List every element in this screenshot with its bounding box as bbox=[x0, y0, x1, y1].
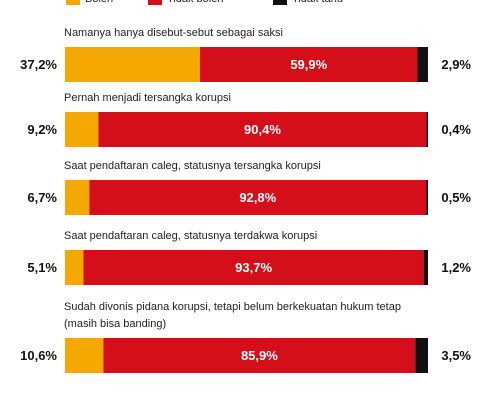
bar-segment bbox=[423, 250, 428, 285]
legend-label: Tidak boleh bbox=[167, 0, 223, 5]
value-label: 6,7% bbox=[27, 190, 57, 205]
bar-segment bbox=[200, 47, 418, 82]
bar-segment bbox=[426, 112, 428, 147]
value-label: 93,7% bbox=[235, 260, 272, 275]
legend-swatch bbox=[148, 0, 162, 5]
category-label: Namanya hanya disebut-sebut sebagai saks… bbox=[64, 27, 283, 39]
bar-segment bbox=[65, 250, 84, 285]
bar-segment bbox=[89, 180, 427, 215]
value-label: 0,4% bbox=[441, 122, 471, 137]
legend-label: Tidak tahu bbox=[292, 0, 343, 5]
category-label: Saat pendaftaran caleg, statusnya tersan… bbox=[64, 160, 321, 172]
bar-segment bbox=[415, 338, 428, 373]
bar-segment bbox=[65, 47, 201, 82]
bar-segment bbox=[65, 180, 90, 215]
bar-segment bbox=[83, 250, 424, 285]
value-label: 9,2% bbox=[27, 122, 57, 137]
bar-segment bbox=[417, 47, 428, 82]
category-label: Sudah divonis pidana korupsi, tetapi bel… bbox=[64, 301, 401, 330]
category-label: Pernah menjadi tersangka korupsi bbox=[64, 92, 231, 104]
legend-label: Boleh bbox=[85, 0, 113, 5]
value-label: 0,5% bbox=[441, 190, 471, 205]
value-label: 10,6% bbox=[20, 348, 57, 363]
bar-segment bbox=[103, 338, 416, 373]
bar-segment bbox=[98, 112, 427, 147]
value-label: 2,9% bbox=[441, 57, 471, 72]
value-label: 37,2% bbox=[20, 57, 57, 72]
value-label: 3,5% bbox=[441, 348, 471, 363]
value-label: 85,9% bbox=[241, 348, 278, 363]
category-label: Saat pendaftaran caleg, statusnya terdak… bbox=[64, 230, 318, 242]
bar-segment bbox=[65, 338, 104, 373]
value-label: 1,2% bbox=[441, 260, 471, 275]
value-label: 59,9% bbox=[290, 57, 327, 72]
value-label: 5,1% bbox=[27, 260, 57, 275]
legend-swatch bbox=[66, 0, 80, 5]
bar-segment bbox=[426, 180, 428, 215]
value-label: 92,8% bbox=[239, 190, 276, 205]
bar-segment bbox=[65, 112, 99, 147]
value-label: 90,4% bbox=[244, 122, 281, 137]
legend-swatch bbox=[273, 0, 287, 5]
